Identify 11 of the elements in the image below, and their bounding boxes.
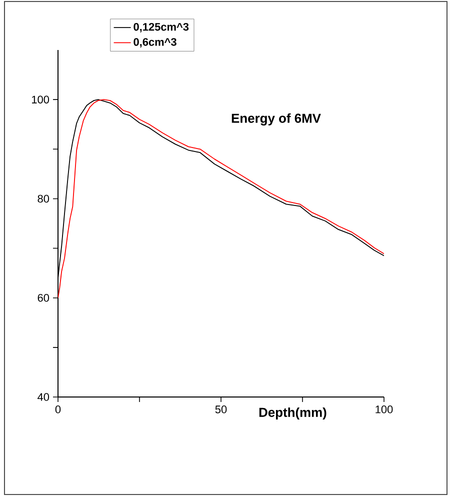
annotation: Energy of 6MV: [232, 113, 321, 126]
x-tick-label: 0: [55, 406, 61, 414]
y-tick-label: 40: [38, 393, 50, 401]
x-axis-title: Depth(mm): [259, 407, 326, 420]
x-tick-label: 100: [376, 406, 393, 414]
y-tick-label: 100: [32, 96, 50, 104]
legend-label: 0,6cm^3: [134, 38, 176, 48]
x-tick-label: 50: [215, 406, 227, 414]
y-tick-label: 60: [38, 294, 50, 302]
y-tick-label: 80: [38, 194, 50, 203]
legend-label: 0,125cm^3: [134, 22, 189, 32]
